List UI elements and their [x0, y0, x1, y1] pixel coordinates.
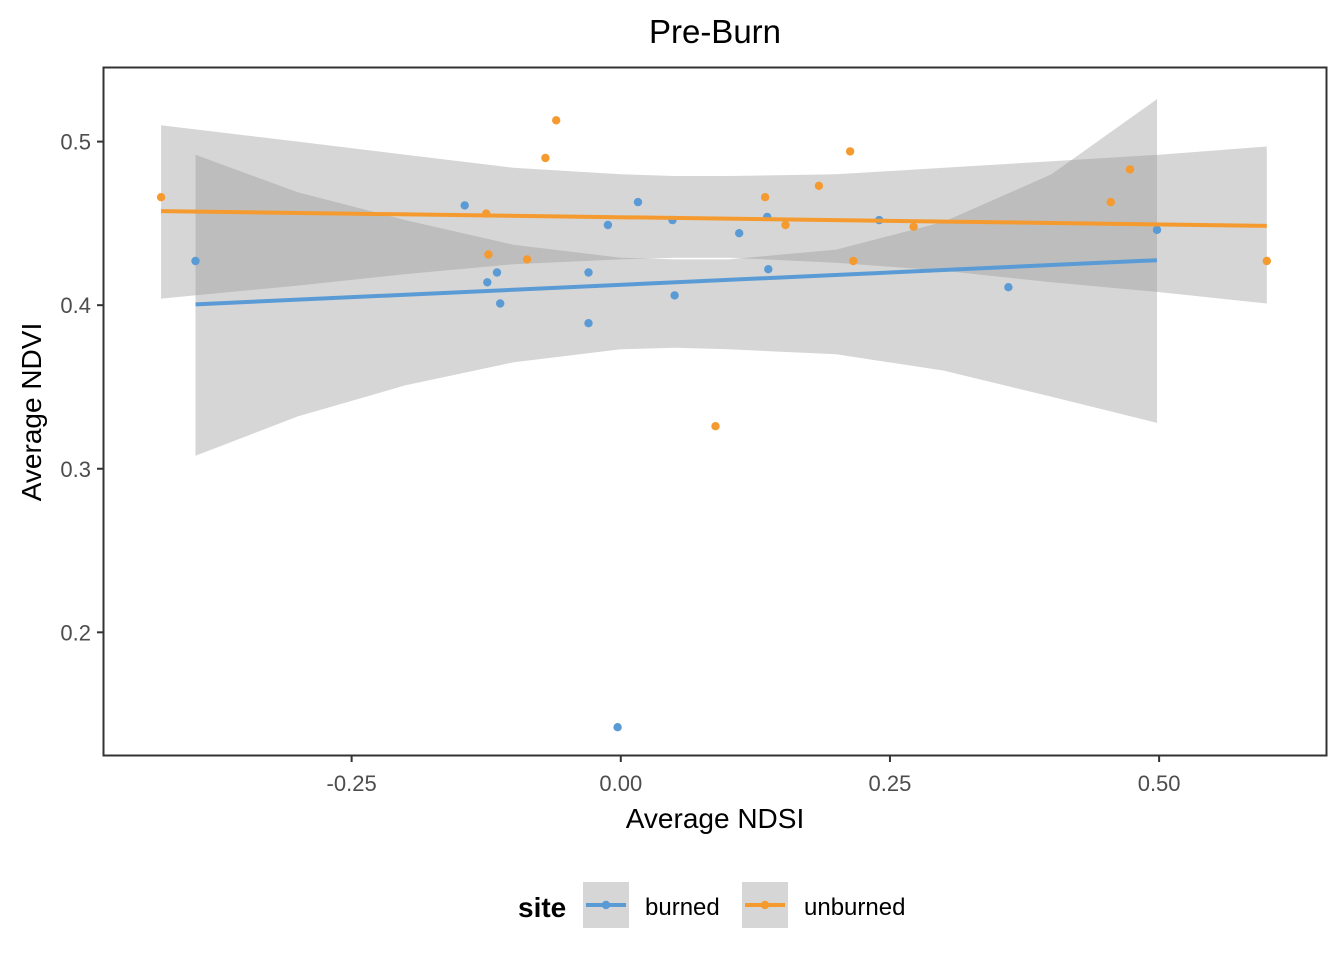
- data-point-burned: [584, 319, 593, 328]
- legend-key-point-unburned: [760, 900, 770, 910]
- data-point-unburned: [1125, 165, 1135, 174]
- x-tick-label: 0.50: [1138, 771, 1181, 796]
- data-point-unburned: [781, 220, 790, 230]
- legend: site burned unburned: [518, 882, 905, 928]
- trend-line-burned: [195, 258, 1158, 307]
- data-point-unburned: [711, 422, 720, 431]
- x-tick-label: 0.25: [869, 771, 912, 796]
- trend-line-unburned: [161, 209, 1267, 228]
- data-point-unburned: [849, 256, 858, 266]
- y-axis-title: Average NDVI: [16, 323, 47, 501]
- y-axis: 0.2 0.3 0.4 0.5: [60, 130, 104, 645]
- y-tick-label: 0.5: [60, 130, 91, 155]
- data-point-burned: [764, 265, 773, 274]
- data-point-burned: [483, 278, 492, 287]
- data-point-burned: [460, 201, 469, 210]
- data-point-burned: [735, 229, 744, 238]
- data-point-unburned: [1106, 197, 1115, 207]
- data-point-burned: [584, 268, 593, 277]
- data-point-burned: [496, 299, 505, 308]
- legend-label-unburned: unburned: [804, 894, 905, 921]
- data-point-burned: [670, 291, 679, 300]
- data-point-unburned: [909, 222, 918, 231]
- data-point-unburned: [814, 181, 824, 190]
- data-point-burned: [1004, 283, 1013, 292]
- data-point-burned: [633, 197, 643, 207]
- y-tick-label: 0.4: [60, 293, 91, 318]
- data-point-unburned: [484, 250, 493, 259]
- confidence-band-burned: [195, 99, 1157, 456]
- data-point-burned: [492, 268, 502, 277]
- confidence-band-unburned: [161, 125, 1267, 304]
- data-point-burned: [603, 220, 613, 230]
- data-point-unburned: [760, 193, 770, 202]
- x-tick-label: 0.00: [599, 771, 642, 796]
- y-tick-label: 0.3: [60, 457, 91, 482]
- plot-area: [156, 99, 1272, 732]
- data-point-unburned: [541, 153, 550, 163]
- data-point-unburned: [1262, 256, 1272, 266]
- data-point-unburned: [552, 116, 561, 125]
- legend-title: site: [518, 892, 566, 923]
- data-point-unburned: [522, 255, 532, 264]
- panel-border: [102, 66, 1328, 757]
- x-tick-label: -0.25: [327, 771, 377, 796]
- data-point-unburned: [156, 193, 166, 202]
- x-axis: -0.25 0.00 0.25 0.50: [327, 755, 1181, 796]
- data-point-burned: [1152, 225, 1162, 235]
- chart-title: Pre-Burn: [649, 13, 781, 50]
- data-point-burned: [191, 256, 200, 266]
- legend-label-burned: burned: [645, 894, 720, 921]
- legend-key-point-burned: [601, 900, 611, 910]
- data-point-burned: [613, 723, 622, 732]
- y-tick-label: 0.2: [60, 620, 91, 645]
- x-axis-title: Average NDSI: [626, 803, 804, 834]
- data-point-unburned: [845, 147, 855, 156]
